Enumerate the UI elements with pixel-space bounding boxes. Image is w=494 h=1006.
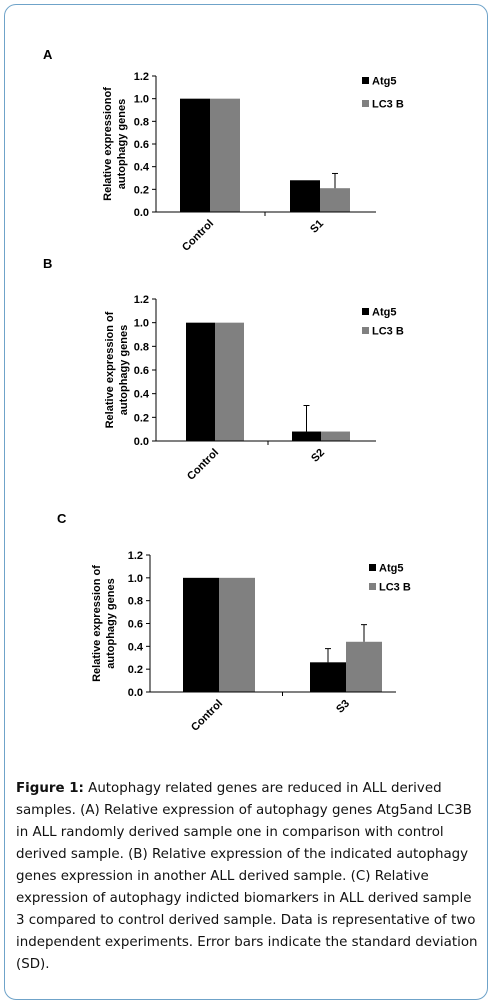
panel-c-bar-atg5-control [183,577,219,692]
panel-c-legend-swatch [369,564,376,571]
panel-a-y-tick-label: 1.0 [134,94,149,106]
panel-b-y-tick-label: 0.2 [134,412,149,424]
panel-c-y-tick-label: 0.0 [128,687,143,699]
figure-charts: A 0.0 0.2 0.4 0.6 0.8 1.0 1.2 Control S1 Relative … [43,47,411,734]
panel-c-y-tick-label: 0.8 [128,596,143,608]
panel-c-legend-label: LC3 B [379,582,411,594]
panel-c-ylabel-line-1: Relative expression of [91,565,103,682]
panel-b-bar-lc3b-s2 [321,431,350,441]
panel-c-category-label: S3 [334,698,352,716]
panel-b-y-tick-label: 0.4 [134,389,150,401]
panel-a-y-tick-label: 0.6 [134,139,149,151]
panel-c-y-tick-label: 1.0 [128,573,143,585]
caption-text: Autophagy related genes are reduced in A… [16,781,478,972]
panel-c-legend-swatch [369,583,376,590]
caption-label: Figure 1: [16,781,84,796]
panel-b-legend-swatch [362,308,369,315]
panel-a-legend-swatch [362,100,369,107]
panel-a-ylabel-line-1: Relative expressionof [102,87,114,201]
panel-a-legend-label: LC3 B [372,99,404,111]
panel-b-legend-label: LC3 B [372,326,404,338]
panel-c-label: C [57,511,67,526]
panel-a-category-label: S1 [308,218,326,236]
panel-c-y-tick-label: 0.4 [128,641,144,653]
panel-a-category-label: Control [180,218,216,254]
panel-c-bar-atg5-s3 [310,662,346,692]
panel-b-label: B [43,256,52,271]
panel-b-legend-label: Atg5 [372,307,396,319]
panel-b-category-label: S2 [309,447,327,465]
panel-b-y-tick-label: 0.0 [134,436,149,448]
panel-b-ylabel-line-2: autophagy genes [118,325,130,415]
panel-a-bar-atg5-control [180,98,210,212]
panel-b-bar-lc3b-control [215,322,244,441]
panel-a-legend-swatch [362,77,369,84]
figure-caption: Figure 1: Autophagy related genes are re… [16,778,480,976]
panel-a-label: A [43,47,53,62]
panel-a-ylabel-line-2: autophagy genes [116,99,128,189]
panel-b-bar-atg5-s2 [292,431,321,441]
panel-c-y-tick-label: 0.6 [128,619,143,631]
panel-a-legend-label: Atg5 [372,76,396,88]
panel-c-y-tick-label: 1.2 [128,550,143,562]
panel-c-y-tick-label: 0.2 [128,664,143,676]
panel-a-y-tick-label: 0.4 [134,162,150,174]
panel-a-bar-lc3b-control [210,98,240,212]
panel-b-bar-atg5-control [186,322,215,441]
panel-a-bar-atg5-s1 [290,180,320,212]
panel-c-bar-lc3b-control [219,577,255,692]
panel-a-bar-lc3b-s1 [320,188,350,212]
panel-c-ylabel-line-2: autophagy genes [105,578,117,668]
panel-b-y-tick-label: 0.8 [134,341,149,353]
panel-a-y-tick-label: 0.0 [134,207,149,219]
panel-a-y-tick-label: 0.8 [134,116,149,128]
panel-b-category-label: Control [185,447,221,483]
panel-b-y-tick-label: 1.0 [134,318,149,330]
figure-frame [4,4,488,1000]
panel-c-category-label: Control [189,698,225,734]
panel-b-legend-swatch [362,327,369,334]
panel-c-legend-label: Atg5 [379,563,403,575]
panel-b-y-tick-label: 0.6 [134,365,149,377]
panel-a-y-tick-label: 1.2 [134,71,149,83]
panel-b-y-tick-label: 1.2 [134,294,149,306]
panel-a-y-tick-label: 0.2 [134,184,149,196]
panel-b-ylabel-line-1: Relative expression of [104,311,116,428]
panel-c-bar-lc3b-s3 [346,641,382,692]
